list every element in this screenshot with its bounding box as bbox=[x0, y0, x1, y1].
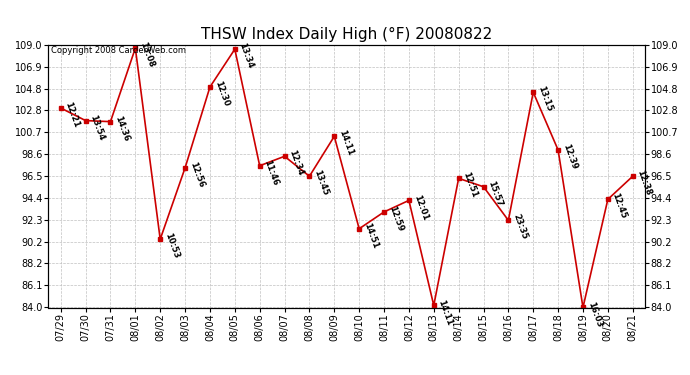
Text: 12:38: 12:38 bbox=[635, 169, 653, 197]
Text: 10:53: 10:53 bbox=[163, 232, 181, 260]
Text: 14:11: 14:11 bbox=[437, 298, 454, 327]
Text: 12:34: 12:34 bbox=[287, 149, 305, 177]
Text: 12:30: 12:30 bbox=[213, 80, 230, 108]
Text: 13:45: 13:45 bbox=[312, 169, 330, 197]
Text: 15:57: 15:57 bbox=[486, 180, 504, 208]
Text: 13:54: 13:54 bbox=[88, 113, 106, 142]
Text: Copyright 2008 CarderWeb.com: Copyright 2008 CarderWeb.com bbox=[51, 46, 186, 56]
Text: 12:59: 12:59 bbox=[387, 205, 404, 233]
Text: 13:34: 13:34 bbox=[237, 42, 255, 70]
Text: 12:01: 12:01 bbox=[412, 193, 429, 221]
Title: THSW Index Daily High (°F) 20080822: THSW Index Daily High (°F) 20080822 bbox=[201, 27, 493, 42]
Text: 12:21: 12:21 bbox=[63, 101, 81, 129]
Text: 13:15: 13:15 bbox=[536, 85, 553, 113]
Text: 12:39: 12:39 bbox=[561, 143, 578, 171]
Text: 12:56: 12:56 bbox=[188, 160, 206, 189]
Text: 14:11: 14:11 bbox=[337, 129, 355, 158]
Text: 16:03: 16:03 bbox=[586, 300, 603, 328]
Text: 14:36: 14:36 bbox=[113, 114, 131, 142]
Text: 13:08: 13:08 bbox=[138, 41, 156, 69]
Text: 12:45: 12:45 bbox=[611, 192, 629, 220]
Text: 23:35: 23:35 bbox=[511, 213, 529, 241]
Text: 14:51: 14:51 bbox=[362, 222, 380, 250]
Text: 11:46: 11:46 bbox=[262, 159, 280, 187]
Text: 12:51: 12:51 bbox=[462, 171, 479, 200]
